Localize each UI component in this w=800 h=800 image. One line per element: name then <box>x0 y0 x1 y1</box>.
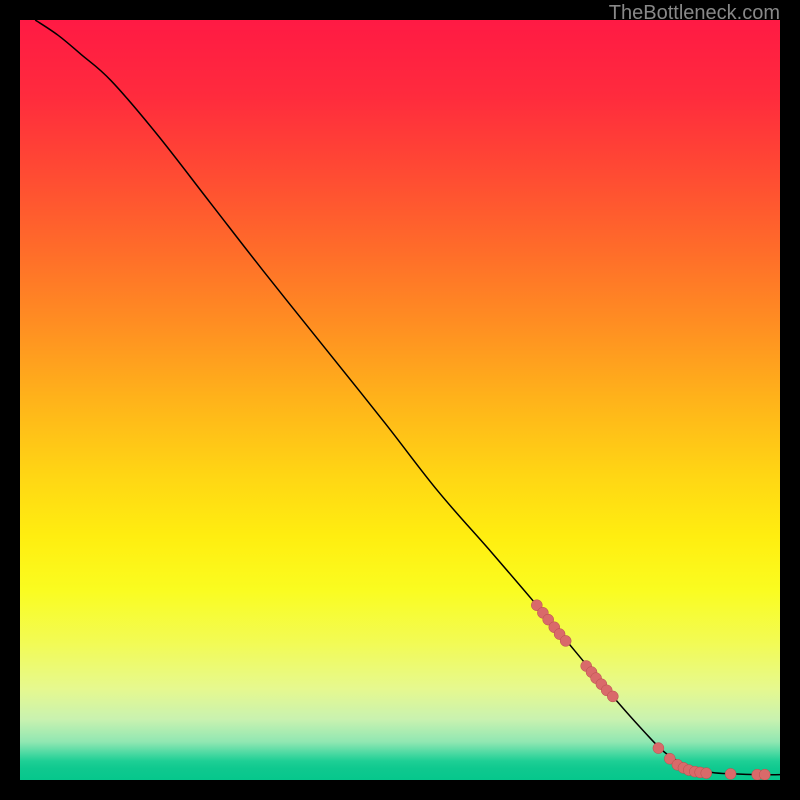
chart-svg <box>20 20 780 780</box>
data-marker <box>759 769 770 780</box>
gradient-background <box>20 20 780 780</box>
chart-container <box>20 20 780 780</box>
data-marker <box>725 768 736 779</box>
data-marker <box>653 743 664 754</box>
data-marker <box>701 768 712 779</box>
watermark-text: TheBottleneck.com <box>609 2 780 25</box>
data-marker <box>560 635 571 646</box>
data-marker <box>607 691 618 702</box>
